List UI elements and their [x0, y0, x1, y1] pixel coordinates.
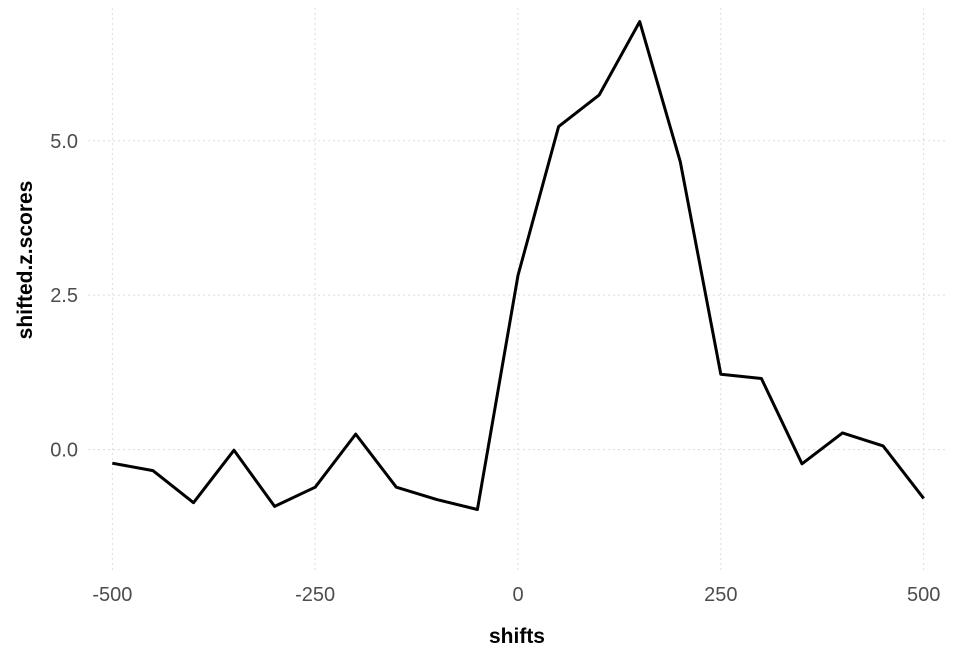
- y-axis-title: shifted.z.scores: [14, 181, 37, 340]
- y-tick-label: 0.0: [50, 440, 78, 462]
- x-tick-label: -500: [92, 584, 132, 606]
- x-tick-label: 0: [512, 584, 523, 606]
- y-tick-label: 2.5: [50, 285, 78, 307]
- x-tick-label: 250: [704, 584, 737, 606]
- x-axis-title: shifts: [489, 625, 545, 648]
- x-tick-label: -250: [295, 584, 335, 606]
- series-layer: [112, 20, 925, 511]
- series-line: [112, 20, 925, 511]
- grid-lines: [88, 8, 948, 570]
- y-tick-label: 5.0: [50, 131, 78, 153]
- y-axis-ticks: 0.0 2.5 5.0: [50, 131, 78, 462]
- x-axis-ticks: -500 -250 0 250 500: [92, 584, 940, 606]
- x-tick-label: 500: [907, 584, 940, 606]
